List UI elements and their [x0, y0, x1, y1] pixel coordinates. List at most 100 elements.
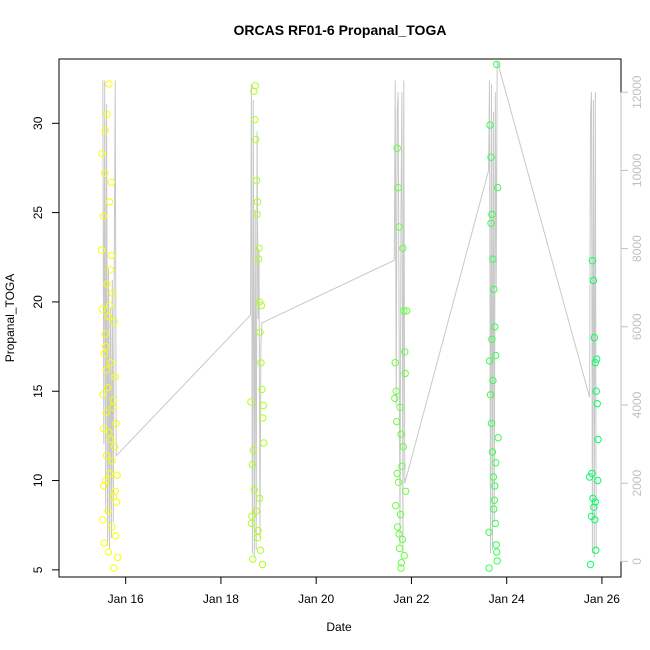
x-tick-label: Jan 16: [108, 592, 144, 606]
data-point: [486, 121, 494, 129]
data-point: [253, 534, 262, 542]
data-point: [113, 553, 122, 562]
data-point: [251, 116, 259, 124]
data-point: [111, 373, 119, 381]
data-point: [493, 183, 502, 192]
data-point: [489, 376, 497, 385]
data-point: [397, 564, 405, 572]
data-point: [110, 564, 118, 572]
data-point: [485, 357, 494, 365]
data-point: [101, 126, 109, 135]
data-point: [486, 391, 495, 399]
data-point: [107, 251, 116, 260]
data-point: [399, 442, 407, 451]
data-point: [590, 503, 598, 511]
data-point: [493, 60, 501, 69]
data-point: [99, 425, 108, 433]
data-point: [108, 457, 117, 465]
data-point: [249, 446, 258, 454]
data-point: [397, 559, 406, 567]
data-point: [248, 512, 256, 520]
data-point: [109, 396, 118, 404]
data-point: [103, 384, 112, 392]
data-point: [492, 541, 500, 549]
y-axis: 5 10 15 20 25 30: [31, 116, 60, 573]
data-point: [109, 403, 117, 411]
data-point: [253, 210, 261, 219]
data-point: [251, 82, 259, 90]
data-point: [489, 255, 497, 263]
data-point: [591, 498, 599, 506]
data-points: [97, 60, 602, 572]
secondary-y-axis: 0 2000 4000 6000 8000 10000 12000: [620, 75, 644, 565]
data-point: [104, 548, 113, 556]
data-point: [249, 555, 257, 563]
data-point: [108, 289, 117, 297]
data-point: [104, 507, 112, 515]
data-point: [250, 87, 258, 95]
data-point: [106, 359, 115, 367]
data-point: [259, 401, 267, 410]
data-point: [107, 178, 116, 186]
data-point: [399, 244, 407, 253]
data-point: [102, 409, 110, 417]
chart-title: ORCAS RF01-6 Propanal_TOGA: [234, 22, 447, 38]
data-point: [487, 153, 495, 161]
data-point: [491, 323, 499, 331]
data-point: [396, 403, 404, 411]
data-point: [493, 548, 501, 556]
y2-tick-label: 4000: [630, 391, 644, 418]
data-point: [392, 501, 400, 510]
x-tick-label: Jan 18: [203, 592, 239, 606]
y2-tick-label: 12000: [630, 75, 644, 109]
secondary-series-line: [102, 60, 597, 558]
data-point: [395, 223, 403, 231]
data-point: [491, 482, 499, 490]
data-point: [110, 317, 118, 326]
y-axis-label: Propanal_TOGA: [3, 274, 17, 363]
y2-tick-label: 8000: [630, 235, 644, 262]
data-point: [105, 80, 113, 88]
data-point: [493, 557, 501, 565]
data-point: [592, 546, 600, 554]
data-point: [491, 519, 499, 528]
data-point: [113, 471, 121, 479]
data-point: [403, 307, 411, 315]
data-point: [258, 560, 267, 569]
data-point: [489, 473, 498, 481]
data-point: [247, 519, 256, 528]
x-tick-label: Jan 22: [393, 592, 429, 606]
data-point: [255, 298, 264, 306]
data-point: [102, 366, 111, 374]
data-point: [487, 219, 495, 228]
data-point: [586, 560, 595, 569]
data-point: [112, 419, 120, 428]
data-point: [398, 535, 407, 544]
data-point: [393, 469, 401, 478]
data-point: [99, 516, 107, 524]
y-tick-label: 10: [31, 474, 45, 488]
data-point: [588, 257, 597, 265]
data-point: [395, 530, 403, 538]
secondary-series-polyline: [102, 60, 597, 558]
data-point: [103, 110, 111, 119]
data-point: [106, 469, 114, 478]
data-point: [256, 546, 265, 554]
data-point: [255, 494, 264, 503]
plot-area-frame: [58, 58, 622, 578]
data-point: [492, 351, 500, 360]
data-point: [593, 355, 601, 363]
data-point: [401, 348, 409, 356]
x-tick-label: Jan 26: [584, 592, 620, 606]
data-point: [392, 387, 400, 395]
y2-tick-label: 2000: [630, 470, 644, 497]
data-point: [257, 359, 265, 367]
data-point: [391, 394, 399, 403]
data-point: [253, 176, 261, 185]
data-point: [111, 442, 119, 451]
data-point: [400, 551, 408, 560]
data-point: [109, 492, 118, 501]
data-point: [402, 487, 410, 495]
data-point: [98, 150, 106, 158]
